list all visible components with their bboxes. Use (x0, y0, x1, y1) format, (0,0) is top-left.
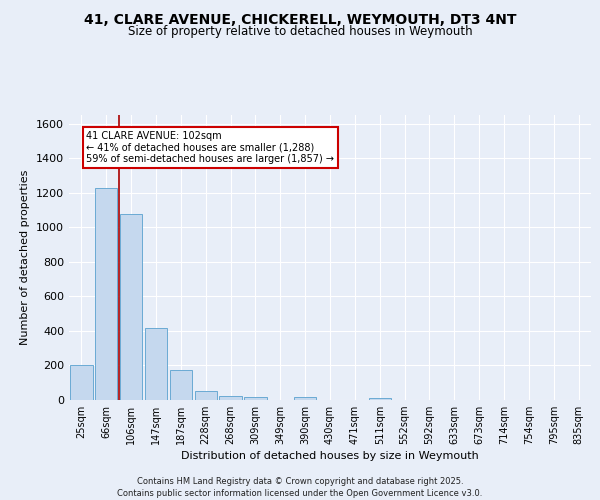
Text: 41, CLARE AVENUE, CHICKERELL, WEYMOUTH, DT3 4NT: 41, CLARE AVENUE, CHICKERELL, WEYMOUTH, … (84, 12, 516, 26)
Bar (120, 214, 142, 400)
Text: Size of property relative to detached houses in Weymouth: Size of property relative to detached ho… (128, 25, 472, 38)
Bar (368, 398, 391, 400)
Text: 41 CLARE AVENUE: 102sqm
← 41% of detached houses are smaller (1,288)
59% of semi: 41 CLARE AVENUE: 102sqm ← 41% of detache… (86, 130, 334, 164)
Bar (294, 398, 316, 400)
Bar (244, 398, 266, 400)
Text: Contains public sector information licensed under the Open Government Licence v3: Contains public sector information licen… (118, 489, 482, 498)
Bar (95, 188, 118, 400)
X-axis label: Distribution of detached houses by size in Weymouth: Distribution of detached houses by size … (181, 452, 479, 462)
Bar (70, 366, 92, 400)
Bar (170, 370, 192, 400)
Y-axis label: Number of detached properties: Number of detached properties (20, 170, 31, 345)
Text: Contains HM Land Registry data © Crown copyright and database right 2025.: Contains HM Land Registry data © Crown c… (137, 478, 463, 486)
Bar (194, 392, 217, 400)
Bar (145, 328, 167, 400)
Bar (220, 396, 242, 400)
